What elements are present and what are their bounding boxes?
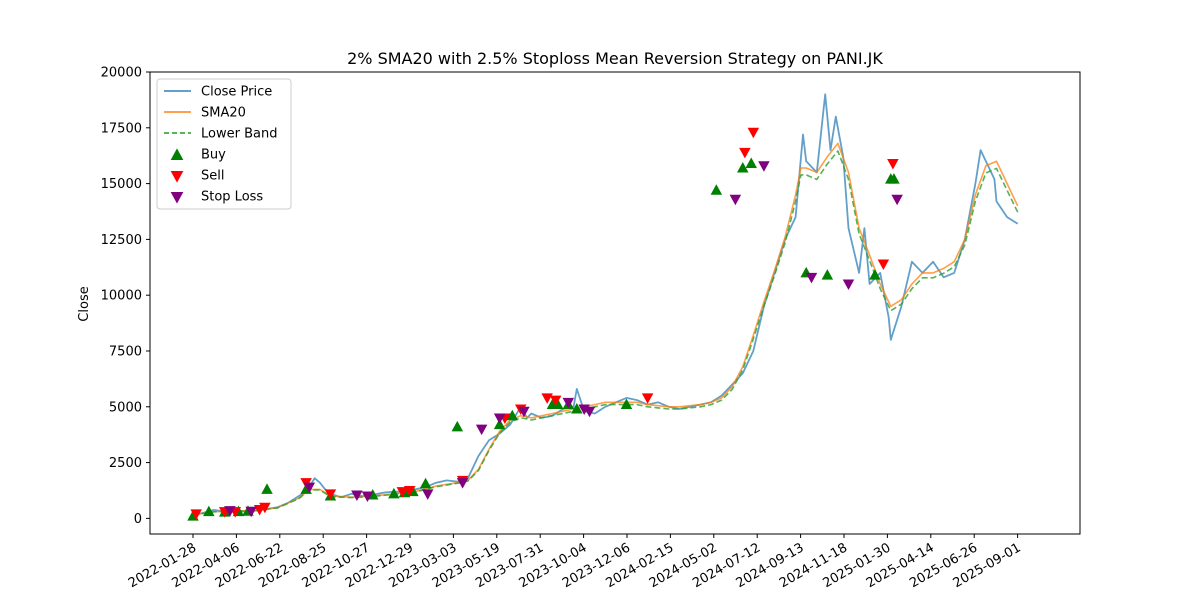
marker-buy-19	[571, 403, 583, 414]
legend-swatch-buy	[170, 148, 184, 160]
marker-sell-6	[324, 489, 337, 500]
x-axis: 2022-01-282022-04-062022-06-222022-08-25…	[126, 534, 1024, 591]
plot-area	[187, 93, 1019, 521]
y-tick-label-4: 10000	[101, 289, 142, 304]
legend: Close Price SMA20 Lower Band Buy Sell Stop Lo…	[156, 78, 292, 210]
marker-stop-13	[729, 194, 742, 206]
chart-title: 2% SMA20 with 2.5% Stoploss Mean Reversi…	[347, 49, 883, 68]
marker-stop-16	[842, 279, 855, 291]
marker-buy-13	[451, 420, 464, 432]
legend-label-close: Close Price	[201, 85, 272, 100]
y-tick-label-0: 0	[134, 512, 142, 527]
marker-stop-15	[805, 272, 818, 284]
marker-buy-22	[737, 161, 749, 173]
y-axis-label: Close	[77, 286, 92, 321]
y-tick-label-5: 12500	[101, 233, 142, 248]
marker-sell-13	[549, 395, 562, 407]
marker-buy-12	[419, 477, 432, 489]
marker-sell-17	[877, 259, 890, 270]
legend-label-stop: Stop Loss	[201, 190, 263, 205]
legend-label-buy: Buy	[201, 148, 226, 163]
legend-label-sell: Sell	[201, 169, 224, 184]
marker-stop-10	[562, 397, 575, 409]
marker-stop-2	[303, 482, 316, 494]
y-axis: 0 2500 5000 7500 10000 12500 15000 17500 20000	[101, 66, 150, 527]
y-tick-label-8: 20000	[101, 66, 142, 81]
marker-stop-8	[493, 413, 506, 424]
series-line-lower	[192, 150, 1019, 516]
marker-sell-7	[396, 487, 409, 498]
marker-sell-8	[403, 485, 416, 497]
marker-buy-15	[506, 409, 519, 421]
y-tick-label-2: 5000	[109, 400, 142, 415]
marker-stop-1	[245, 506, 257, 518]
marker-buy-5	[261, 483, 273, 494]
marker-sell-18	[887, 159, 899, 170]
marker-buy-26	[869, 269, 881, 280]
plot-frame	[149, 71, 1081, 535]
marker-buy-17	[552, 398, 564, 410]
marker-stop-6	[456, 478, 469, 489]
marker-stop-0	[224, 506, 236, 517]
marker-sell-4	[259, 502, 271, 514]
marker-buy-25	[821, 269, 834, 280]
marker-stop-5	[421, 489, 434, 500]
marker-sell-0	[190, 509, 202, 520]
legend-label-sma: SMA20	[201, 106, 246, 121]
marker-buy-21	[710, 184, 723, 195]
marker-buy-9	[388, 487, 400, 499]
y-tick-label-6: 15000	[101, 177, 142, 192]
marker-sell-15	[739, 147, 751, 159]
marker-stop-9	[518, 406, 530, 418]
marker-sell-14	[641, 393, 654, 404]
marker-stop-7	[475, 424, 488, 436]
legend-swatch-sell	[170, 171, 184, 183]
marker-buy-1	[203, 505, 215, 517]
y-tick-label-3: 7500	[109, 344, 142, 359]
marker-stop-17	[891, 194, 903, 206]
y-tick-label-7: 17500	[101, 121, 142, 136]
marker-buy-23	[745, 157, 757, 169]
marker-buy-20	[620, 398, 633, 410]
marker-buy-28	[888, 173, 900, 184]
marker-stop-14	[758, 161, 770, 172]
marker-stop-12	[583, 406, 596, 418]
marker-stop-4	[361, 491, 374, 503]
y-tick-label-1: 2500	[109, 456, 142, 471]
legend-swatch-stop	[170, 192, 184, 204]
legend-label-lower: Lower Band	[201, 127, 277, 142]
marker-sell-16	[747, 127, 760, 139]
marker-sell-12	[541, 393, 553, 404]
marker-stop-3	[351, 490, 363, 501]
